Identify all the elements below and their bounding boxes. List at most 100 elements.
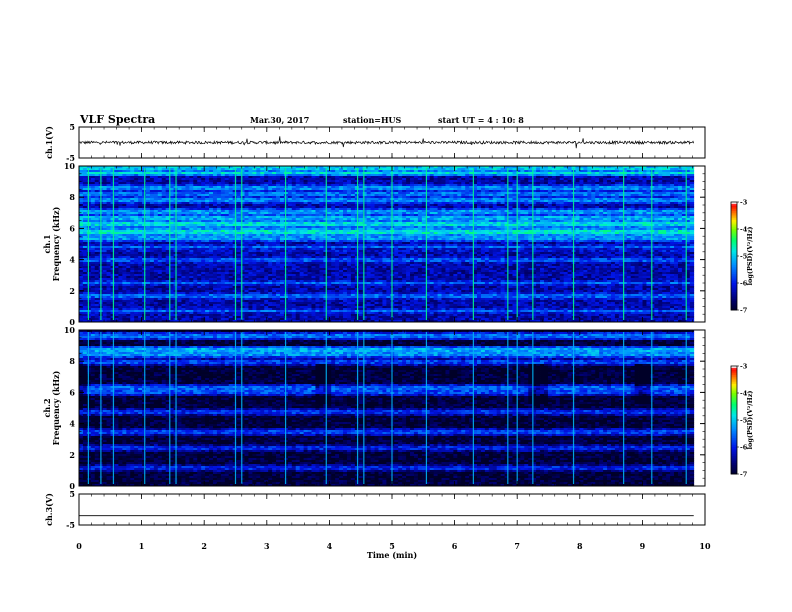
spectrogram-cell bbox=[315, 166, 320, 169]
spectrogram-cell bbox=[165, 174, 171, 177]
spectrogram-cell bbox=[153, 168, 159, 171]
spectrogram-cell bbox=[339, 170, 344, 173]
spectrogram-cell bbox=[425, 178, 431, 181]
spectrogram-cell bbox=[469, 172, 474, 175]
spectrogram-cell bbox=[303, 170, 308, 173]
spectrogram-cell bbox=[311, 178, 316, 181]
spectrogram-cell bbox=[220, 166, 226, 169]
spectrogram-cell bbox=[358, 168, 364, 171]
spectrogram-cell bbox=[102, 182, 107, 185]
spectrogram-cell bbox=[268, 170, 273, 173]
spectrogram-cell bbox=[90, 174, 96, 177]
spectrogram-cell bbox=[86, 170, 92, 173]
spectrogram-cell bbox=[189, 176, 194, 179]
spectrogram-cell bbox=[248, 172, 253, 175]
spectrogram-cell bbox=[212, 176, 218, 179]
spectrogram-cell bbox=[118, 176, 123, 179]
spectrogram-cell bbox=[149, 176, 155, 179]
spectrogram-cell bbox=[477, 174, 482, 177]
spectrogram-cell bbox=[421, 170, 427, 173]
spectrogram-cell bbox=[681, 174, 687, 177]
spectrogram-cell bbox=[555, 166, 561, 169]
spectrogram-cell bbox=[559, 174, 565, 177]
spectrogram-cell bbox=[516, 172, 521, 175]
spectrogram-cell bbox=[437, 178, 442, 181]
spectrogram-cell bbox=[149, 182, 155, 185]
spectrogram-cell bbox=[536, 182, 541, 185]
spectrogram-cell bbox=[201, 166, 206, 169]
spectrogram-cell bbox=[197, 176, 202, 179]
spectrogram-cell bbox=[94, 168, 100, 171]
spectrogram-cell bbox=[402, 168, 407, 171]
spectrogram-cell bbox=[677, 172, 683, 175]
spectrogram-cell bbox=[323, 178, 328, 181]
spectrogram-cell bbox=[591, 170, 596, 173]
spectrogram-cell bbox=[94, 182, 100, 185]
spectrogram-cell bbox=[216, 168, 222, 171]
spectrogram-cell bbox=[650, 172, 655, 175]
spectrogram-cell bbox=[205, 166, 210, 169]
spectrogram-cell bbox=[134, 184, 139, 187]
spectrogram-cell bbox=[449, 182, 454, 185]
spectrogram-cell bbox=[303, 176, 308, 179]
spectrogram-cell bbox=[299, 168, 305, 171]
spectrogram-cell bbox=[110, 168, 115, 171]
spectrogram-cell bbox=[413, 178, 419, 181]
spectrogram-cell bbox=[248, 166, 253, 169]
spectrogram-cell bbox=[555, 174, 561, 177]
spectrogram-cell bbox=[185, 168, 190, 171]
spectrogram-cell bbox=[343, 168, 348, 171]
spectrogram-cell bbox=[201, 180, 206, 183]
spectrogram-cell bbox=[220, 170, 226, 173]
spectrogram-cell bbox=[370, 182, 375, 185]
spectrogram-cell bbox=[646, 176, 651, 179]
spectrogram-cell bbox=[685, 178, 691, 181]
spectrogram-cell bbox=[106, 174, 111, 177]
spectrogram-cell bbox=[291, 182, 297, 185]
spectrogram-cell bbox=[402, 174, 407, 177]
spectrogram-cell bbox=[603, 170, 608, 173]
spectrogram-cell bbox=[331, 170, 336, 173]
spectrogram-cell bbox=[512, 174, 517, 177]
spectrogram-cell bbox=[469, 168, 474, 171]
spectrogram-cell bbox=[307, 170, 312, 173]
spectrogram-cell bbox=[386, 168, 391, 171]
spectrogram-cell bbox=[90, 176, 96, 179]
spectrogram-cell bbox=[433, 172, 438, 175]
spectrogram-cell bbox=[169, 166, 174, 169]
spectrogram-cell bbox=[362, 174, 368, 177]
spectrogram-cell bbox=[512, 172, 517, 175]
spectrogram-cell bbox=[362, 172, 368, 175]
spectrogram-cell bbox=[335, 174, 340, 177]
spectrogram-cell bbox=[311, 172, 316, 175]
spectrogram-cell bbox=[165, 170, 171, 173]
spectrogram-cell bbox=[614, 176, 620, 179]
spectrogram-cell bbox=[216, 182, 222, 185]
spectrogram-cell bbox=[177, 180, 182, 183]
spectrogram-cell bbox=[559, 176, 565, 179]
spectrogram-cell bbox=[268, 172, 273, 175]
spectrogram-cell bbox=[212, 180, 218, 183]
spectrogram-cell bbox=[279, 180, 285, 183]
spectrogram-cell bbox=[650, 176, 655, 179]
spectrogram-cell bbox=[536, 168, 541, 171]
spectrogram-cell bbox=[662, 180, 667, 183]
spectrogram-cell bbox=[618, 172, 624, 175]
spectrogram-cell bbox=[366, 178, 371, 181]
spectrogram-cell bbox=[551, 168, 557, 171]
spectrogram-cell bbox=[473, 170, 478, 173]
spectrogram-cell bbox=[583, 172, 588, 175]
spectrogram-cell bbox=[583, 180, 588, 183]
spectrogram-cell bbox=[370, 168, 375, 171]
spectrogram-cell bbox=[153, 176, 159, 179]
spectrogram-cell bbox=[492, 174, 498, 177]
spectrogram-cell bbox=[520, 174, 525, 177]
spectrogram-cell bbox=[279, 174, 285, 177]
spectrogram-cell bbox=[311, 182, 316, 185]
spectrogram-cell bbox=[378, 182, 383, 185]
spectrogram-cell bbox=[666, 168, 671, 171]
spectrogram-cell bbox=[134, 182, 139, 185]
spectrogram-cell bbox=[488, 178, 494, 181]
spectrogram-cell bbox=[662, 178, 667, 181]
